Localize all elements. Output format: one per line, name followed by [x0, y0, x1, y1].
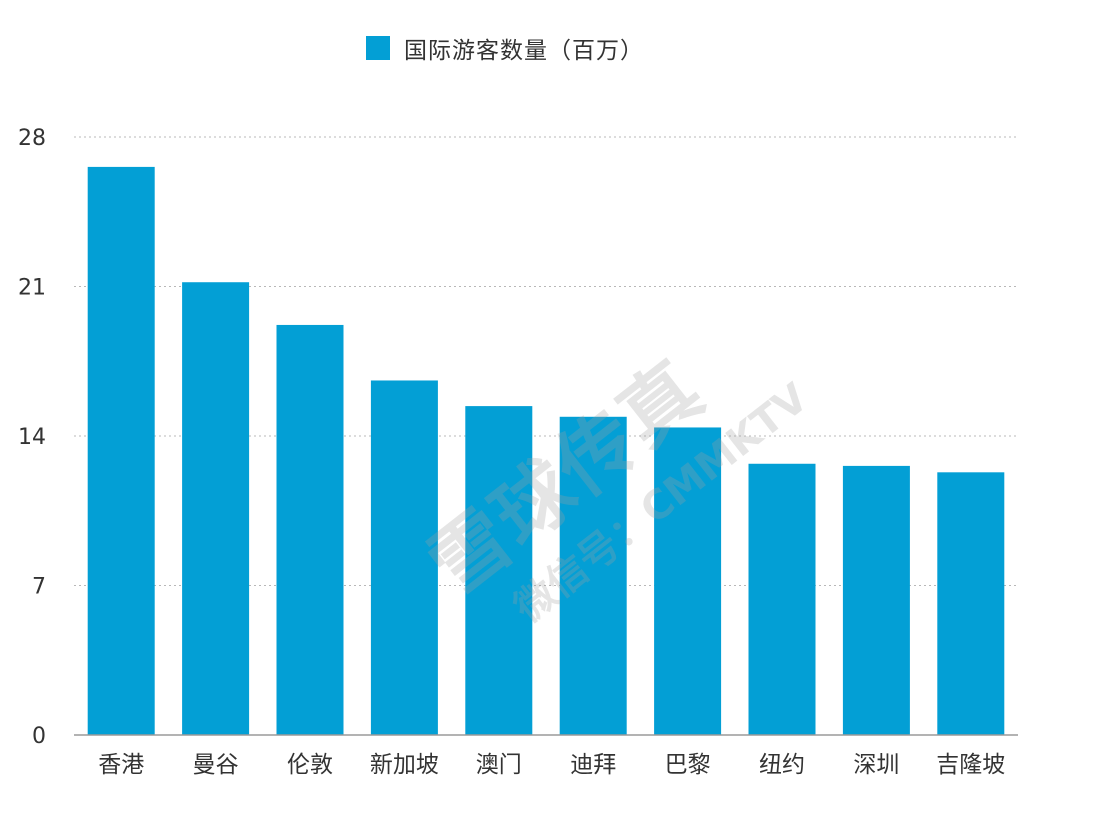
y-tick-label: 0 [32, 724, 46, 749]
y-tick-label: 28 [18, 126, 46, 151]
bar [182, 282, 250, 735]
x-tick-label: 迪拜 [570, 752, 616, 778]
bar [370, 380, 438, 735]
bar [937, 472, 1005, 735]
legend: 国际游客数量（百万） [366, 34, 644, 64]
bar [276, 324, 344, 735]
x-tick-label: 新加坡 [370, 752, 439, 778]
bar [87, 166, 155, 735]
bar [842, 465, 910, 735]
y-tick-label: 7 [32, 575, 46, 600]
bar [654, 427, 722, 735]
y-tick-label: 21 [18, 276, 46, 301]
x-tick-label: 纽约 [759, 752, 805, 778]
x-tick-label: 曼谷 [193, 752, 239, 778]
x-tick-label: 香港 [98, 752, 144, 778]
bar [559, 416, 627, 735]
legend-label: 国际游客数量（百万） [404, 38, 644, 64]
x-tick-label: 澳门 [476, 752, 522, 778]
x-tick-label: 伦敦 [287, 752, 333, 778]
y-tick-label: 14 [18, 425, 46, 450]
bar [465, 406, 533, 735]
x-tick-label: 深圳 [853, 752, 899, 778]
bar [748, 463, 816, 735]
x-tick-label: 巴黎 [665, 752, 711, 778]
legend-swatch [366, 36, 390, 60]
x-tick-label: 吉隆坡 [936, 752, 1005, 778]
